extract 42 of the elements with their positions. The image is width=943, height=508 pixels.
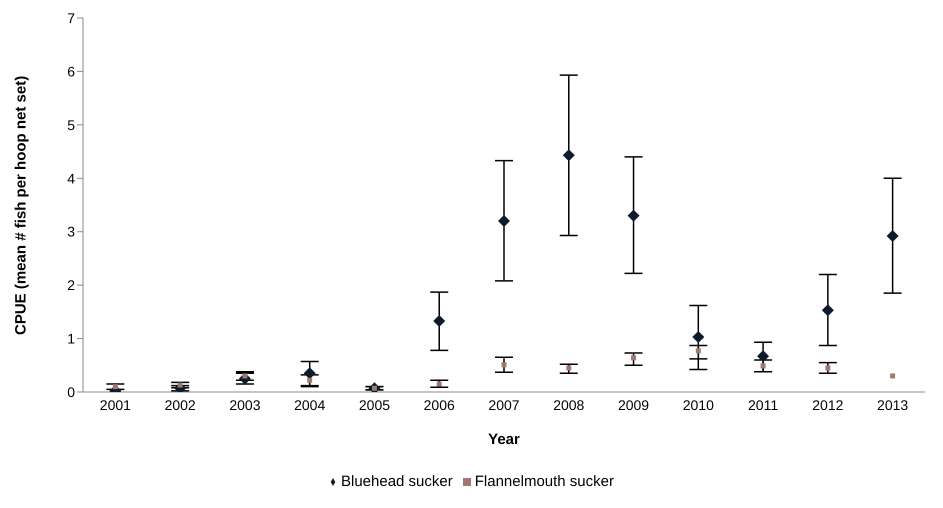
x-axis-title: Year	[488, 431, 520, 448]
point	[696, 348, 701, 354]
point	[562, 149, 575, 162]
point	[628, 210, 640, 222]
point	[890, 373, 896, 378]
point	[498, 215, 510, 228]
x-tick-label: 2010	[682, 396, 714, 413]
x-tick-label: 2013	[877, 396, 908, 413]
y-axis-title: CPUE (mean # fish per hoop net set)	[12, 76, 30, 335]
x-tick-label: 2009	[618, 396, 650, 413]
y-tick-label: 1	[67, 330, 76, 347]
x-tick-label: 2002	[164, 396, 196, 413]
y-tick-label: 5	[67, 116, 76, 133]
x-tick-label: 2005	[358, 396, 390, 413]
point	[692, 330, 704, 343]
point	[566, 365, 572, 370]
point	[760, 363, 766, 368]
legend-label: Bluehead sucker	[341, 473, 453, 490]
legend-label: Flannelmouth sucker	[474, 473, 614, 490]
x-tick-label: 2011	[748, 396, 778, 413]
y-tick-label: 7	[67, 10, 76, 26]
y-tick-label: 4	[67, 170, 76, 186]
point	[304, 367, 316, 380]
point	[631, 355, 636, 360]
point	[822, 304, 834, 316]
x-tick-label: 2003	[229, 396, 261, 413]
point	[757, 350, 770, 362]
y-tick-label: 6	[67, 63, 76, 80]
point	[433, 314, 446, 327]
x-tick-label: 2001	[100, 396, 132, 413]
point	[886, 230, 899, 242]
point	[502, 362, 506, 368]
point	[825, 365, 830, 370]
x-tick-label: 2012	[812, 396, 844, 413]
point	[307, 378, 312, 383]
x-tick-label: 2007	[488, 396, 520, 413]
y-tick-label: 3	[67, 224, 76, 240]
x-tick-label: 2008	[553, 396, 585, 413]
y-tick-label: 2	[67, 277, 76, 294]
y-tick-label: 0	[67, 384, 76, 400]
x-tick-label: 2004	[294, 396, 326, 413]
x-tick-label: 2006	[424, 396, 456, 413]
